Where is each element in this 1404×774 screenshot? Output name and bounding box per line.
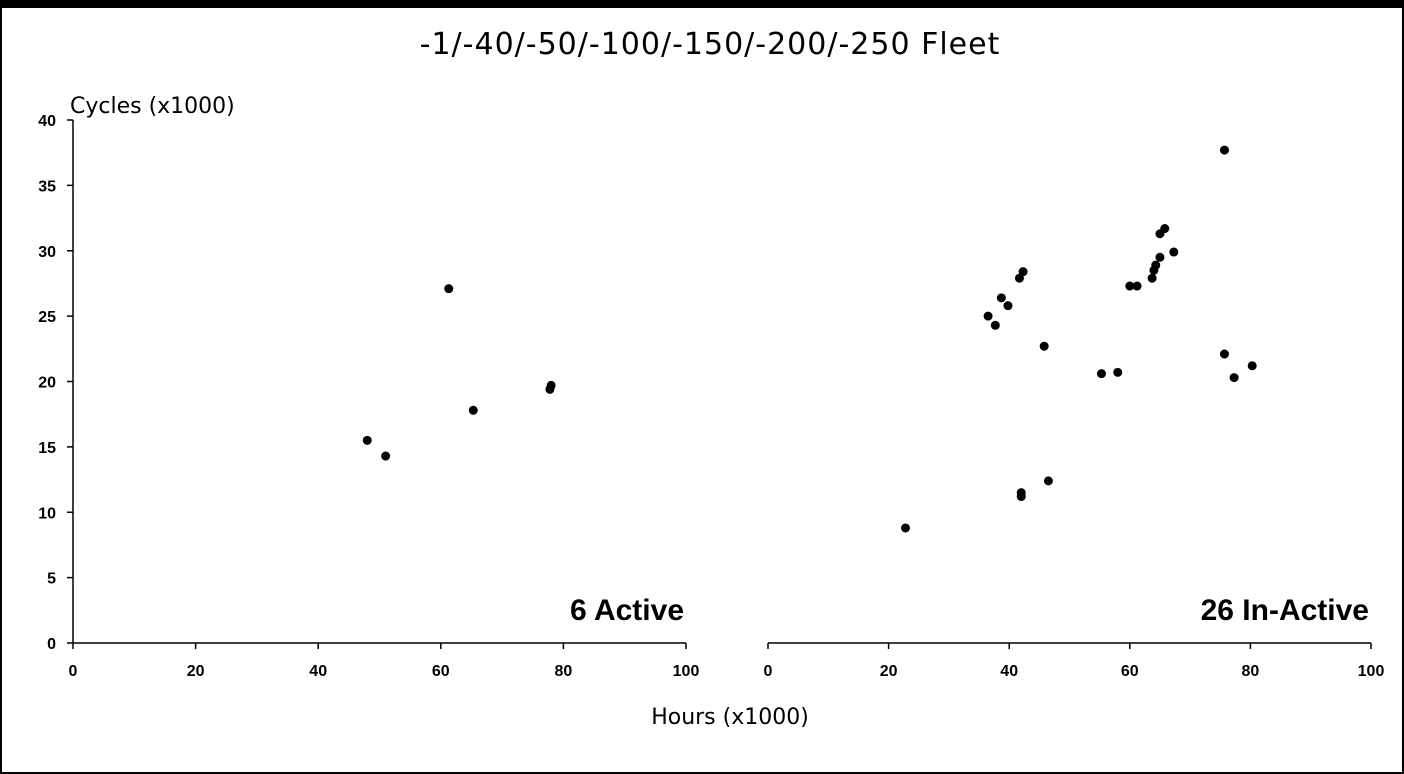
y-tick-label: 5	[47, 571, 56, 588]
panel-active: 0 20 40 60 80 100 6 Active	[69, 284, 700, 680]
x-tick-label: 100	[673, 663, 700, 680]
y-tick-label: 30	[38, 244, 56, 261]
data-point	[1147, 273, 1157, 283]
data-point	[1125, 281, 1135, 291]
y-axis-label: Cycles (x1000)	[70, 94, 235, 119]
data-point	[1219, 145, 1229, 155]
data-point	[900, 523, 910, 533]
x-tick-label: 20	[187, 663, 205, 680]
panel-annotation-active: 6 Active	[570, 594, 684, 627]
data-point	[468, 405, 478, 415]
x-tick-label: 60	[432, 663, 450, 680]
data-point	[546, 380, 556, 390]
data-point	[1132, 281, 1142, 291]
y-tick-label: 0	[47, 636, 56, 653]
panel-annotation-in-active: 26 In-Active	[1201, 594, 1369, 627]
data-point	[1229, 373, 1239, 383]
data-point	[996, 293, 1006, 303]
data-point	[1096, 369, 1106, 379]
data-point	[1113, 367, 1123, 377]
y-tick-label: 20	[38, 375, 56, 392]
data-point	[1155, 252, 1165, 262]
data-point	[1018, 267, 1028, 277]
y-tick-label: 25	[38, 309, 56, 326]
y-tick-label: 10	[38, 505, 56, 522]
data-point	[1247, 361, 1257, 371]
chart-title: -1/-40/-50/-100/-150/-200/-250 Fleet	[420, 27, 1001, 62]
data-point	[1219, 349, 1229, 359]
x-tick-label: 60	[1121, 663, 1139, 680]
data-point	[983, 311, 993, 321]
data-point	[444, 284, 454, 294]
data-point	[1039, 341, 1049, 351]
data-point	[362, 435, 372, 445]
x-tick-label: 0	[764, 663, 773, 680]
y-tick-label: 15	[38, 440, 56, 457]
data-point	[1043, 476, 1053, 486]
data-point	[1014, 273, 1024, 283]
data-point	[1003, 301, 1013, 311]
data-point	[381, 451, 391, 461]
data-point	[1160, 224, 1170, 234]
data-point	[1151, 260, 1161, 270]
x-tick-label: 20	[880, 663, 898, 680]
x-tick-label: 100	[1358, 663, 1385, 680]
x-tick-label: 40	[1000, 663, 1018, 680]
x-tick-label: 0	[69, 663, 78, 680]
x-tick-label: 80	[1242, 663, 1260, 680]
x-tick-label: 80	[555, 663, 573, 680]
data-point	[1169, 247, 1179, 257]
y-axis-ticks: 0 5 10 15 20 25 30 35 40	[38, 113, 73, 653]
y-tick-label: 40	[38, 113, 56, 130]
x-tick-label: 40	[309, 663, 327, 680]
data-point	[1016, 492, 1026, 502]
x-axis-label: Hours (x1000)	[651, 705, 809, 730]
data-point	[990, 320, 1000, 330]
y-tick-label: 35	[38, 178, 56, 195]
chart-panels: 0 20 40 60 80 100 6 Active 0 20 40 60 80 100 26 In-Ac…	[69, 145, 1385, 680]
panel-in-active: 0 20 40 60 80 100 26 In-Active	[764, 145, 1385, 680]
